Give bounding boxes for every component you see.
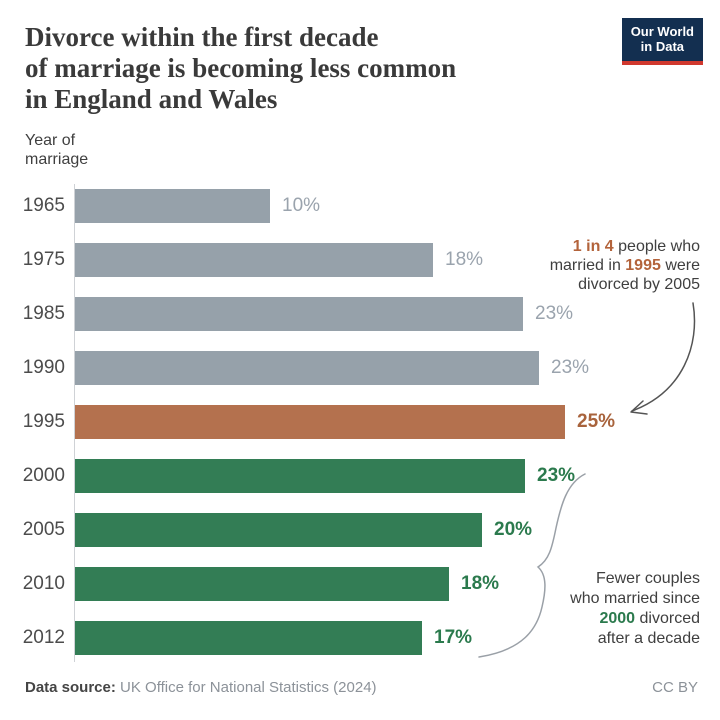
- value-label-2005: 20%: [494, 519, 533, 540]
- annotation-text: after a decade: [597, 630, 700, 647]
- year-label-2000: 2000: [22, 465, 65, 486]
- bar-row-2012: 2012 17%: [0, 621, 472, 655]
- data-source-text: UK Office for National Statistics (2024): [120, 679, 377, 696]
- owid-logo: Our World in Data: [621, 18, 703, 65]
- annotation-text: who married since: [570, 590, 700, 607]
- bar-2010: [75, 567, 449, 601]
- annotation-text: Fewer couples: [595, 570, 700, 587]
- annotation-accent-text: 1 in 4: [572, 238, 614, 255]
- year-label-1965: 1965: [22, 195, 65, 216]
- annotation-text: divorced by 2005: [578, 276, 700, 293]
- bar-row-2000: 2000 23%: [0, 459, 575, 493]
- year-label-1985: 1985: [22, 303, 65, 324]
- year-label-1975: 1975: [22, 249, 65, 270]
- data-source-label: Data source:: [25, 679, 116, 696]
- arrow-to-1995-bar: [631, 302, 696, 412]
- bar-row-1985: 1985 23%: [0, 297, 573, 331]
- bar-row-2010: 2010 18%: [0, 567, 499, 601]
- bar-row-1965: 1965 10%: [0, 189, 320, 223]
- chart-title-line-3: in England and Wales: [25, 84, 278, 114]
- year-label-1995: 1995: [22, 411, 65, 432]
- bar-1965: [75, 189, 270, 223]
- value-label-1965: 10%: [282, 195, 321, 216]
- arrow-head-icon: [630, 400, 648, 415]
- bar-2005: [75, 513, 482, 547]
- value-label-2000: 23%: [537, 465, 576, 486]
- bar-row-2005: 2005 20%: [0, 513, 532, 547]
- bar-2012: [75, 621, 422, 655]
- annotation-accent-text: 1995: [625, 257, 661, 274]
- annotation-text: married in: [549, 257, 626, 274]
- value-label-1995: 25%: [577, 411, 616, 432]
- owid-logo-text-line-2: in Data: [640, 39, 685, 54]
- bar-row-1990: 1990 23%: [0, 351, 589, 385]
- bar-2000: [75, 459, 525, 493]
- value-label-1990: 23%: [551, 357, 590, 378]
- bar-row-1995: 1995 25%: [0, 405, 615, 439]
- year-label-2012: 2012: [22, 627, 65, 648]
- value-label-1975: 18%: [445, 249, 484, 270]
- year-label-1990: 1990: [22, 357, 65, 378]
- y-axis-title-line-1: Year of: [25, 132, 76, 149]
- value-label-2012: 17%: [434, 627, 473, 648]
- value-label-1985: 23%: [535, 303, 574, 324]
- year-label-2005: 2005: [22, 519, 65, 540]
- y-axis-title-line-2: marriage: [25, 151, 89, 168]
- annotation-text: were: [660, 257, 700, 274]
- y-axis-title: Year of marriage: [25, 131, 88, 169]
- bar-1985: [75, 297, 523, 331]
- year-label-2010: 2010: [22, 573, 65, 594]
- bar-1975: [75, 243, 433, 277]
- chart-title-line-2: of marriage is becoming less common: [25, 53, 457, 83]
- license-badge: CC BY: [652, 679, 698, 696]
- annotation-accent-text: 2000: [599, 610, 636, 627]
- annotation-text: divorced: [635, 610, 700, 627]
- bar-1990: [75, 351, 539, 385]
- chart-title-line-1: Divorce within the first decade: [25, 22, 379, 52]
- bar-1995: [75, 405, 565, 439]
- data-source: Data source: UK Office for National Stat…: [25, 679, 377, 696]
- chart-title: Divorce within the first decade of marri…: [25, 22, 456, 115]
- annotation-text: people who: [613, 238, 700, 255]
- y-axis-line: [74, 184, 75, 662]
- annotation-2000: Fewer couples who married since 2000 divor…: [480, 569, 700, 649]
- annotation-1995: 1 in 4 people who married in 1995 were div…: [480, 237, 700, 294]
- bar-row-1975: 1975 18%: [0, 243, 483, 277]
- footer: Data source: UK Office for National Stat…: [25, 679, 698, 696]
- owid-logo-text-line-1: Our World: [630, 24, 694, 39]
